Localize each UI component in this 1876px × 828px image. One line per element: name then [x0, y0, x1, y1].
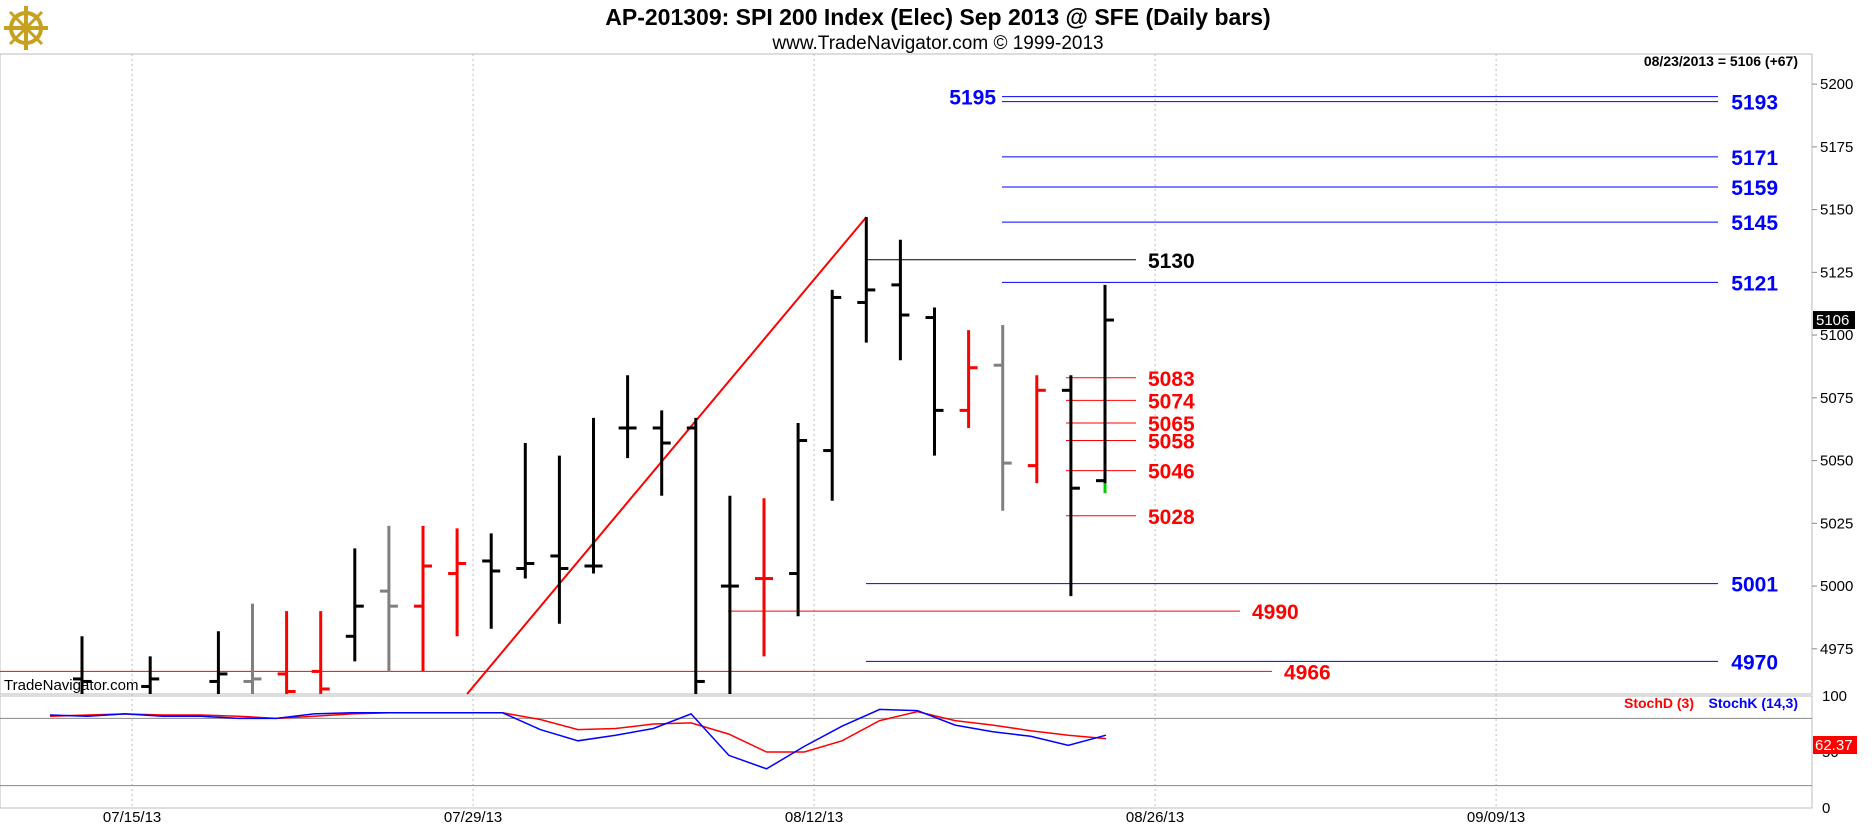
stoch-y-label: 0 — [1822, 800, 1830, 817]
ship-helm-logo-icon — [4, 6, 48, 50]
trendline — [466, 216, 868, 695]
ohlc-bar — [584, 417, 603, 574]
stoch-y-label: 100 — [1822, 688, 1847, 705]
x-tick-label: 08/12/13 — [785, 809, 843, 826]
y-tick-label: 5175 — [1820, 139, 1853, 156]
last-price-tag-label: 5106 — [1816, 312, 1849, 329]
ohlc-bar — [891, 239, 910, 361]
x-tick-label: 07/29/13 — [444, 809, 502, 826]
price-panel-frame — [0, 53, 1813, 695]
ohlc-bar — [73, 636, 91, 694]
legend-stochd: StochD (3) — [1624, 695, 1694, 711]
ohlc-bar — [823, 289, 842, 501]
level-label-5028: 5028 — [1148, 506, 1195, 529]
ohlc-bar — [857, 217, 876, 343]
chart-title: AP-201309: SPI 200 Index (Elec) Sep 2013… — [605, 4, 1270, 30]
ohlc-bar — [414, 525, 432, 672]
y-tick-label: 4975 — [1820, 641, 1853, 658]
y-tick-label: 5150 — [1820, 202, 1853, 219]
stoch-line — [49, 708, 1107, 770]
x-tick-label: 09/09/13 — [1467, 809, 1525, 826]
y-tick-label: 5000 — [1820, 578, 1853, 595]
x-tick-label: 07/15/13 — [103, 809, 161, 826]
level-label-5074: 5074 — [1148, 390, 1195, 413]
ohlc-bar — [243, 603, 262, 694]
last-price-tag — [1813, 311, 1855, 330]
ohlc-bar — [516, 443, 535, 579]
ohlc-bar — [652, 410, 671, 496]
ohlc-bar — [482, 533, 501, 629]
price-bars — [73, 217, 1114, 694]
level-label-5121: 5121 — [1731, 272, 1778, 295]
ohlc-bar — [550, 455, 569, 624]
level-label-5193: 5193 — [1731, 92, 1778, 115]
ohlc-bar — [993, 325, 1012, 511]
ohlc-bar — [925, 307, 944, 456]
stoch-panel-frame — [0, 695, 1813, 809]
level-label-5145: 5145 — [1731, 212, 1778, 235]
ohlc-bar — [959, 330, 978, 428]
level-label-5083: 5083 — [1148, 368, 1195, 391]
price-levels: 5195 5193 5171 5159 5145 5130 5121 508350745065… — [0, 87, 1778, 695]
level-label-5195: 5195 — [949, 87, 996, 110]
ohlc-bar — [1061, 375, 1080, 597]
level-label-5058: 5058 — [1148, 431, 1195, 454]
ohlc-bar — [277, 611, 296, 694]
ohlc-bar — [618, 375, 637, 459]
price-y-axis: 5200 5175 5150 5125 5100 5075 5050 5025 5000 4975… — [1812, 76, 1855, 658]
y-tick-label: 5125 — [1820, 264, 1853, 281]
stoch-last-tag-label: 62.37 — [1815, 737, 1853, 754]
level-label-5065: 5065 — [1148, 413, 1195, 436]
ohlc-bar — [209, 631, 228, 694]
y-tick-label: 5200 — [1820, 76, 1853, 93]
ohlc-bar — [755, 498, 773, 657]
ohlc-bar — [345, 548, 364, 662]
legend-stochk: StochK (14,3) — [1709, 695, 1798, 711]
ohlc-bar — [379, 525, 398, 672]
level-label-4990: 4990 — [1252, 601, 1299, 624]
level-label-5046: 5046 — [1148, 461, 1195, 484]
y-tick-label: 5100 — [1820, 327, 1853, 344]
level-label-5171: 5171 — [1731, 147, 1778, 170]
y-tick-label: 5050 — [1820, 453, 1853, 470]
ohlc-bar — [448, 528, 467, 637]
stoch-last-tag — [1813, 736, 1857, 754]
ohlc-bar — [1027, 375, 1046, 484]
chart-subtitle: www.TradeNavigator.com © 1999-2013 — [771, 33, 1103, 54]
y-tick-label: 5075 — [1820, 390, 1853, 407]
ohlc-bar — [789, 422, 808, 617]
ohlc-bar — [720, 495, 739, 694]
level-label-5159: 5159 — [1731, 177, 1778, 200]
ohlc-bar — [686, 417, 705, 694]
y-tick-label: 5025 — [1820, 515, 1853, 532]
level-label-4966: 4966 — [1284, 661, 1331, 684]
stoch-line — [49, 710, 1107, 753]
x-axis: 07/15/13 07/29/13 08/12/13 08/26/13 09/09/13 — [103, 809, 1525, 826]
x-tick-label: 08/26/13 — [1126, 809, 1184, 826]
watermark-text: TradeNavigator.com — [4, 677, 139, 694]
level-label-5130: 5130 — [1148, 250, 1195, 273]
level-label-5001: 5001 — [1731, 574, 1778, 597]
ohlc-bar — [1096, 284, 1114, 486]
last-price-info: 08/23/2013 = 5106 (+67) — [1644, 53, 1798, 69]
ohlc-bar — [311, 611, 330, 694]
stochastic-panel: 100500StochD (3)StochK (14,3)62.37 — [0, 688, 1857, 817]
ohlc-bar — [141, 656, 160, 694]
grid — [131, 54, 1497, 808]
level-label-4970: 4970 — [1731, 651, 1778, 674]
